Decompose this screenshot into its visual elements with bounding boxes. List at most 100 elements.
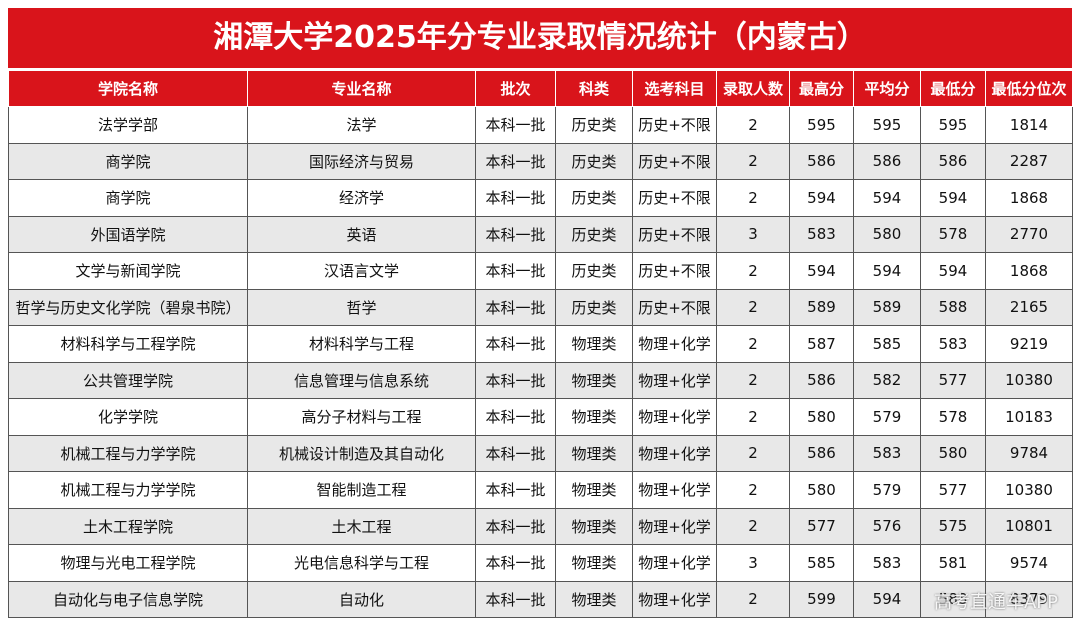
table-cell: 594 [789, 179, 854, 217]
table-cell: 历史类 [555, 179, 633, 217]
table-cell: 8379 [985, 580, 1073, 618]
table-cell: 579 [853, 398, 921, 436]
table-cell: 物理类 [555, 471, 633, 509]
table-cell: 物理类 [555, 325, 633, 363]
table-cell: 599 [789, 580, 854, 618]
table-cell: 2 [716, 398, 790, 436]
table-cell: 法学学部 [8, 106, 248, 144]
table-cell: 2 [716, 471, 790, 509]
table-cell: 580 [789, 398, 854, 436]
table-cell: 本科一批 [475, 434, 556, 472]
table-cell: 历史类 [555, 252, 633, 290]
table-row: 机械工程与力学学院 机械设计制造及其自动化 本科一批 物理类 物理+化学 2 586 583 5… [8, 434, 1073, 472]
table-cell: 586 [853, 142, 921, 180]
table-cell: 商学院 [8, 179, 248, 217]
table-cell: 物理+化学 [632, 434, 717, 472]
table-cell: 2 [716, 325, 790, 363]
table-cell: 材料科学与工程 [247, 325, 476, 363]
table-cell: 历史类 [555, 106, 633, 144]
table-cell: 本科一批 [475, 361, 556, 399]
table-cell: 2 [716, 361, 790, 399]
table-cell: 历史类 [555, 288, 633, 326]
table-row: 机械工程与力学学院 智能制造工程 本科一批 物理类 物理+化学 2 580 579 577 103… [8, 471, 1073, 509]
table-cell: 2 [716, 288, 790, 326]
table-cell: 586 [920, 142, 986, 180]
table-cell: 本科一批 [475, 471, 556, 509]
table-cell: 583 [853, 544, 921, 582]
table-cell: 商学院 [8, 142, 248, 180]
table-cell: 自动化 [247, 580, 476, 618]
table-cell: 化学学院 [8, 398, 248, 436]
table-cell: 物理+化学 [632, 361, 717, 399]
header-cell: 最高分 [789, 70, 854, 107]
table-cell: 586 [789, 361, 854, 399]
table-cell: 2 [716, 434, 790, 472]
table-cell: 580 [789, 471, 854, 509]
header-cell: 批次 [475, 70, 556, 107]
table-cell: 经济学 [247, 179, 476, 217]
table-cell: 物理类 [555, 580, 633, 618]
table-cell: 2 [716, 507, 790, 545]
header-cell: 选考科目 [632, 70, 717, 107]
table-cell: 576 [853, 507, 921, 545]
header-cell: 学院名称 [8, 70, 248, 107]
table-cell: 577 [920, 361, 986, 399]
table-cell: 物理类 [555, 507, 633, 545]
table-cell: 物理+化学 [632, 471, 717, 509]
table-cell: 历史+不限 [632, 215, 717, 253]
table-cell: 594 [920, 179, 986, 217]
table-cell: 物理+化学 [632, 325, 717, 363]
table-cell: 历史+不限 [632, 106, 717, 144]
table-cell: 594 [920, 252, 986, 290]
header-cell: 科类 [555, 70, 633, 107]
table-cell: 本科一批 [475, 325, 556, 363]
table-cell: 2 [716, 106, 790, 144]
table-cell: 本科一批 [475, 398, 556, 436]
table-cell: 物理与光电工程学院 [8, 544, 248, 582]
table-cell: 高分子材料与工程 [247, 398, 476, 436]
table-cell: 2 [716, 142, 790, 180]
table-row: 物理与光电工程学院 光电信息科学与工程 本科一批 物理类 物理+化学 3 585 583 581… [8, 544, 1073, 582]
table-cell: 587 [789, 325, 854, 363]
table-cell: 580 [853, 215, 921, 253]
header-cell: 录取人数 [716, 70, 790, 107]
table-cell: 10380 [985, 471, 1073, 509]
table-row: 土木工程学院 土木工程 本科一批 物理类 物理+化学 2 577 576 575 10801 [8, 507, 1073, 545]
table-cell: 物理+化学 [632, 507, 717, 545]
table-row: 材料科学与工程学院 材料科学与工程 本科一批 物理类 物理+化学 2 587 585 583 92… [8, 325, 1073, 363]
table-cell: 10183 [985, 398, 1073, 436]
table-cell: 本科一批 [475, 142, 556, 180]
table-row: 外国语学院 英语 本科一批 历史类 历史+不限 3 583 580 578 2770 [8, 215, 1073, 253]
table-cell: 历史类 [555, 215, 633, 253]
table-cell: 本科一批 [475, 179, 556, 217]
table-cell: 机械设计制造及其自动化 [247, 434, 476, 472]
table-cell: 2 [716, 252, 790, 290]
table-cell: 历史类 [555, 142, 633, 180]
table-cell: 机械工程与力学学院 [8, 434, 248, 472]
table-cell: 物理类 [555, 544, 633, 582]
table-cell: 585 [789, 544, 854, 582]
table-cell: 3 [716, 215, 790, 253]
table-cell: 物理+化学 [632, 580, 717, 618]
table-cell: 2 [716, 179, 790, 217]
table-cell: 公共管理学院 [8, 361, 248, 399]
table-cell: 外国语学院 [8, 215, 248, 253]
table: 学院名称 专业名称 批次 科类 选考科目 录取人数 最高分 平均分 最低分 最低分位次 法学学部法… [8, 70, 1073, 618]
title: 湘潭大学2025年分专业录取情况统计（内蒙古） [8, 8, 1072, 68]
table-cell: 信息管理与信息系统 [247, 361, 476, 399]
table-cell: 589 [853, 288, 921, 326]
table-cell: 579 [853, 471, 921, 509]
watermark: 高考直通车APP [933, 592, 1058, 613]
table-cell: 物理+化学 [632, 398, 717, 436]
table-cell: 594 [853, 580, 921, 618]
table-cell: 581 [920, 544, 986, 582]
table-cell: 1868 [985, 179, 1073, 217]
table-cell: 文学与新闻学院 [8, 252, 248, 290]
table-row: 商学院 经济学 本科一批 历史类 历史+不限 2 594 594 594 1868 [8, 179, 1073, 217]
table-cell: 历史+不限 [632, 179, 717, 217]
header-row: 学院名称 专业名称 批次 科类 选考科目 录取人数 最高分 平均分 最低分 最低分位次 [8, 70, 1073, 107]
table-cell: 国际经济与贸易 [247, 142, 476, 180]
table-cell: 2 [716, 580, 790, 618]
table-cell: 594 [853, 179, 921, 217]
table-cell: 土木工程学院 [8, 507, 248, 545]
